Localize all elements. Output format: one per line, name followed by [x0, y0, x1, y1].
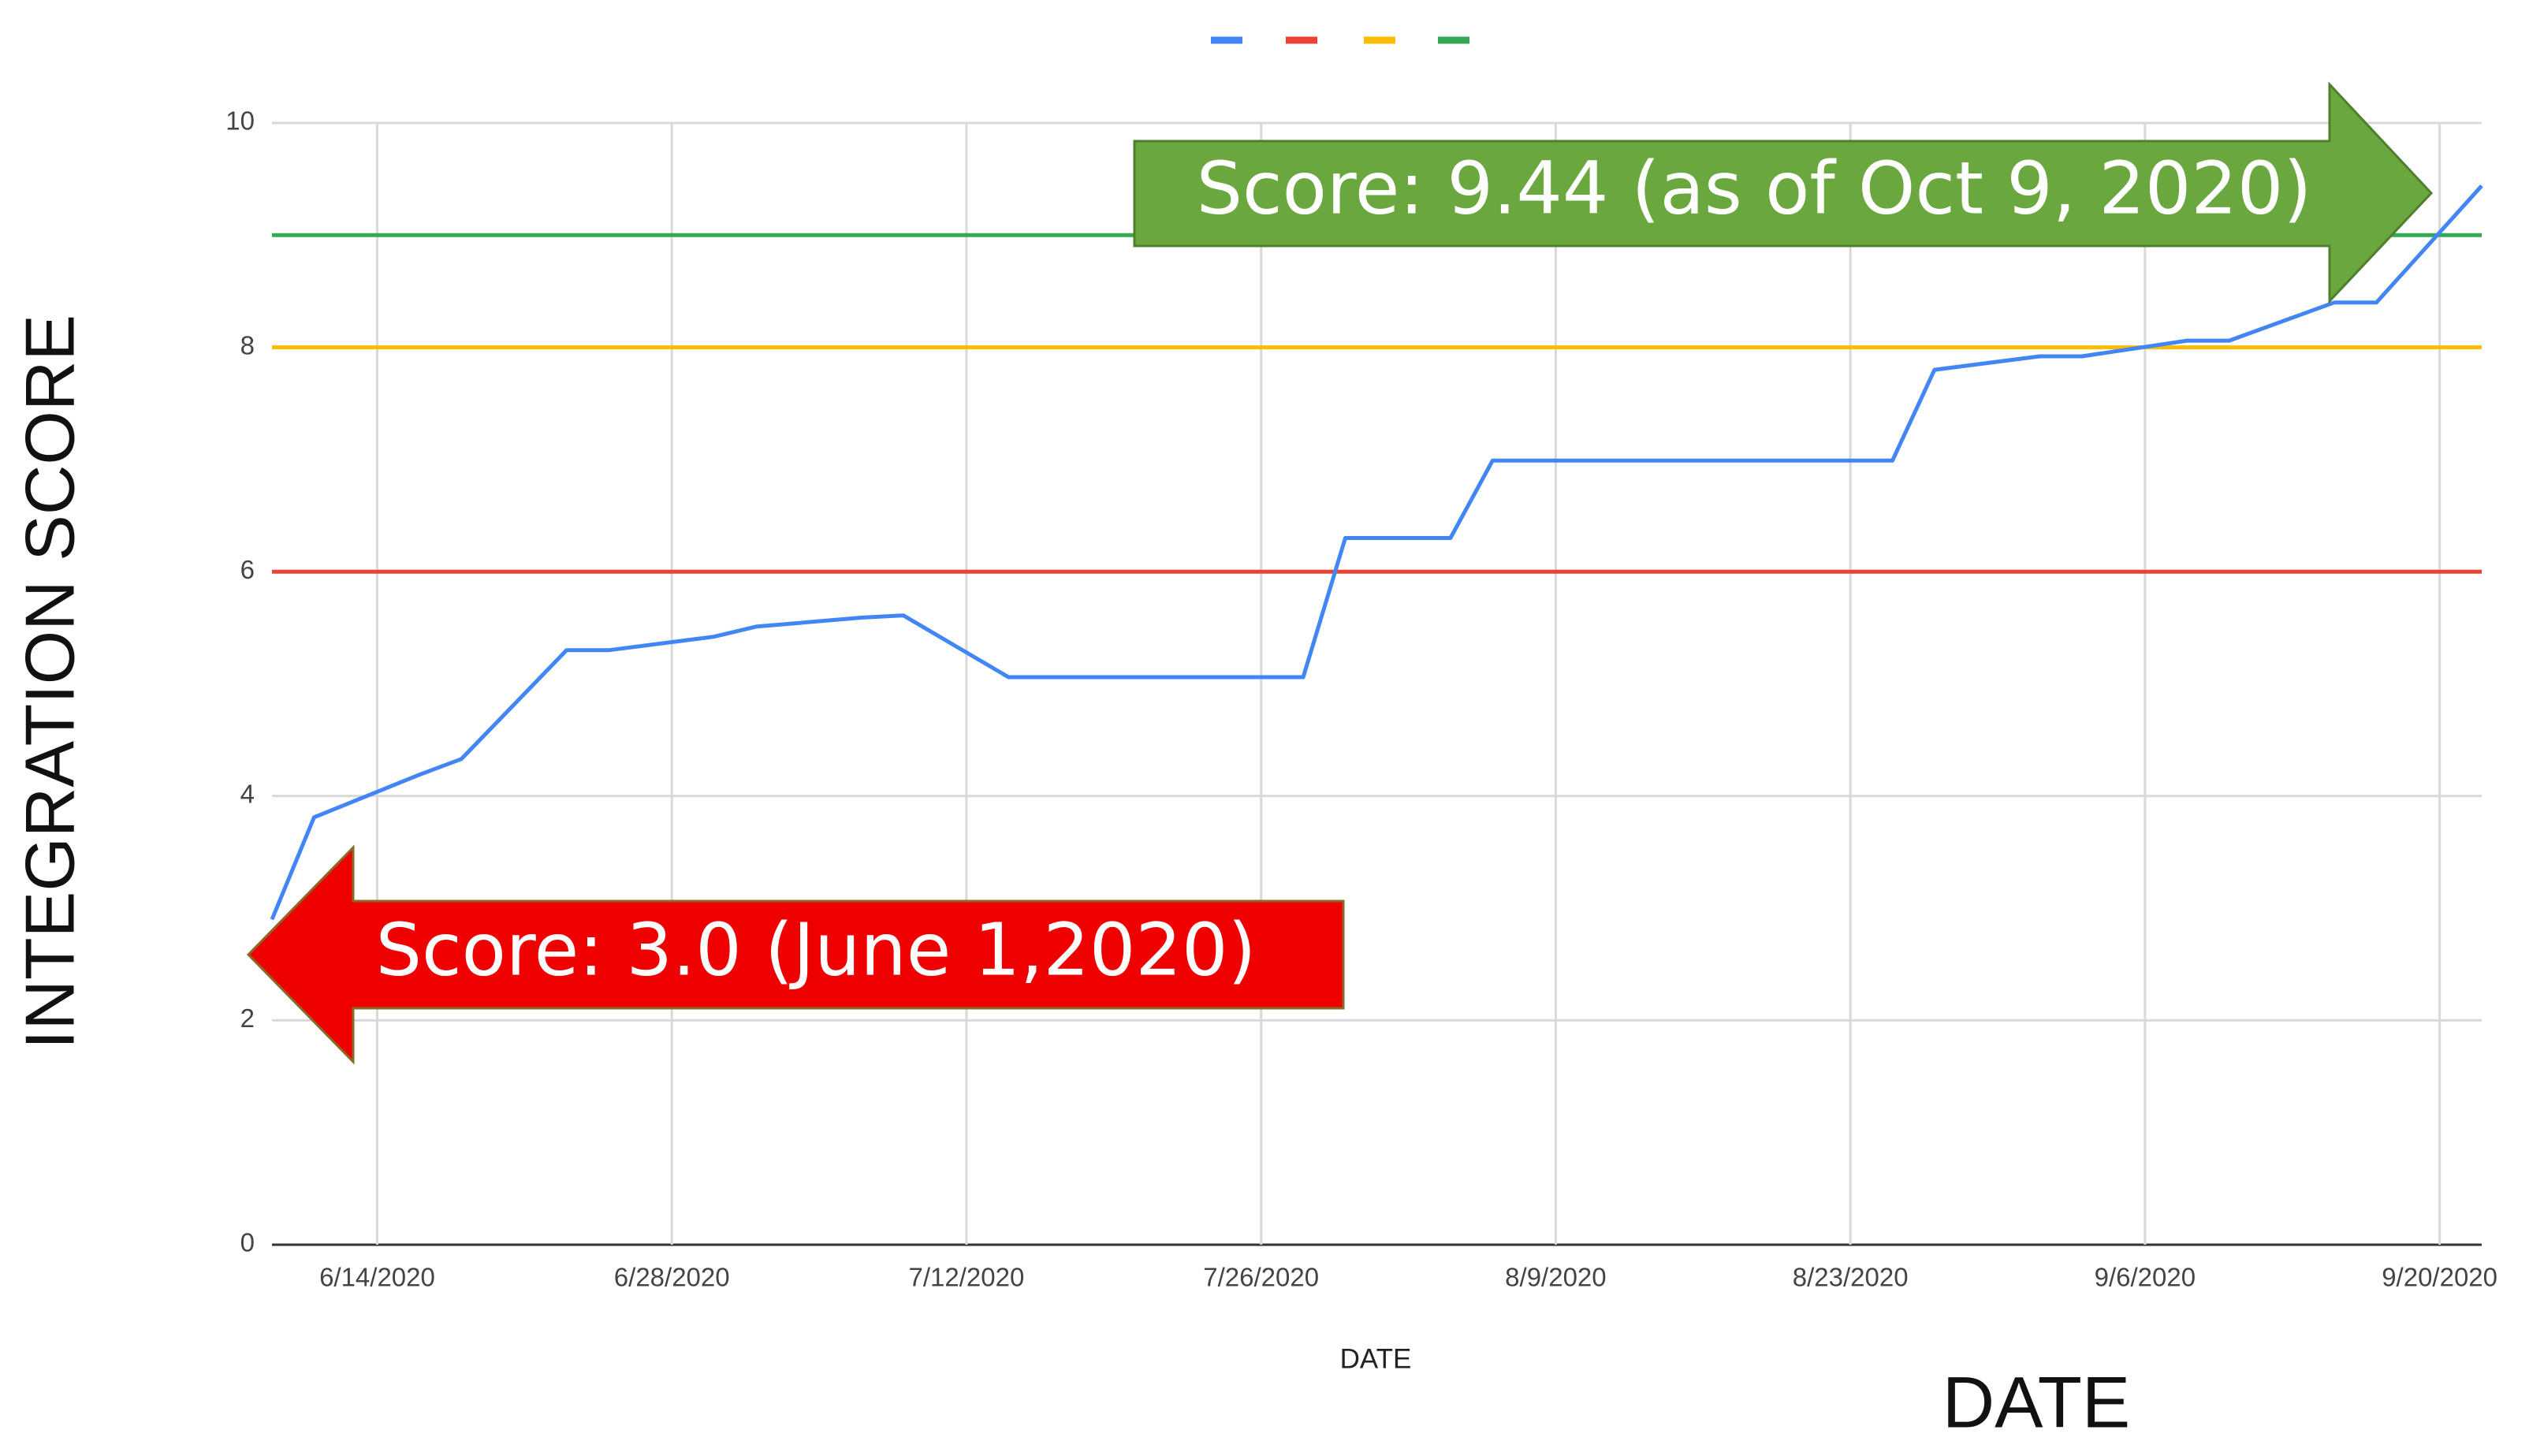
y-tick-label: 2: [240, 1004, 255, 1033]
y-axis-label: INTEGRATION SCORE: [10, 315, 88, 1049]
x-tick-label: 6/14/2020: [319, 1263, 435, 1292]
annotation: Score: 9.44 (as of Oct 9, 2020): [1197, 146, 2312, 230]
x-axis-label: DATE: [1340, 1343, 1412, 1374]
grid: [272, 121, 2482, 1246]
red-arrow: [246, 844, 1345, 1065]
y-tick-label: 8: [240, 330, 255, 359]
annotation: Score: 3.0 (June 1,2020): [376, 907, 1257, 992]
y-tick-label: 4: [240, 780, 255, 809]
y-tick-label: 0: [240, 1228, 255, 1257]
x-tick-label: 8/9/2020: [1505, 1263, 1606, 1292]
x-tick-label: 9/20/2020: [2382, 1263, 2497, 1292]
y-tick-label: 6: [240, 555, 255, 584]
lines: [270, 184, 2483, 921]
x-tick-label: 7/26/2020: [1203, 1263, 1319, 1292]
series-line: [270, 184, 2483, 921]
x-tick-label: 8/23/2020: [1793, 1263, 1909, 1292]
x-tick-label: 6/28/2020: [614, 1263, 730, 1292]
x-tick-label: 7/12/2020: [909, 1263, 1025, 1292]
x-tick-label: 9/6/2020: [2095, 1263, 2196, 1292]
x-axis-label-large: DATE: [1942, 1362, 2131, 1443]
green-arrow: [1133, 81, 2434, 304]
y-tick-label: 10: [225, 106, 255, 136]
